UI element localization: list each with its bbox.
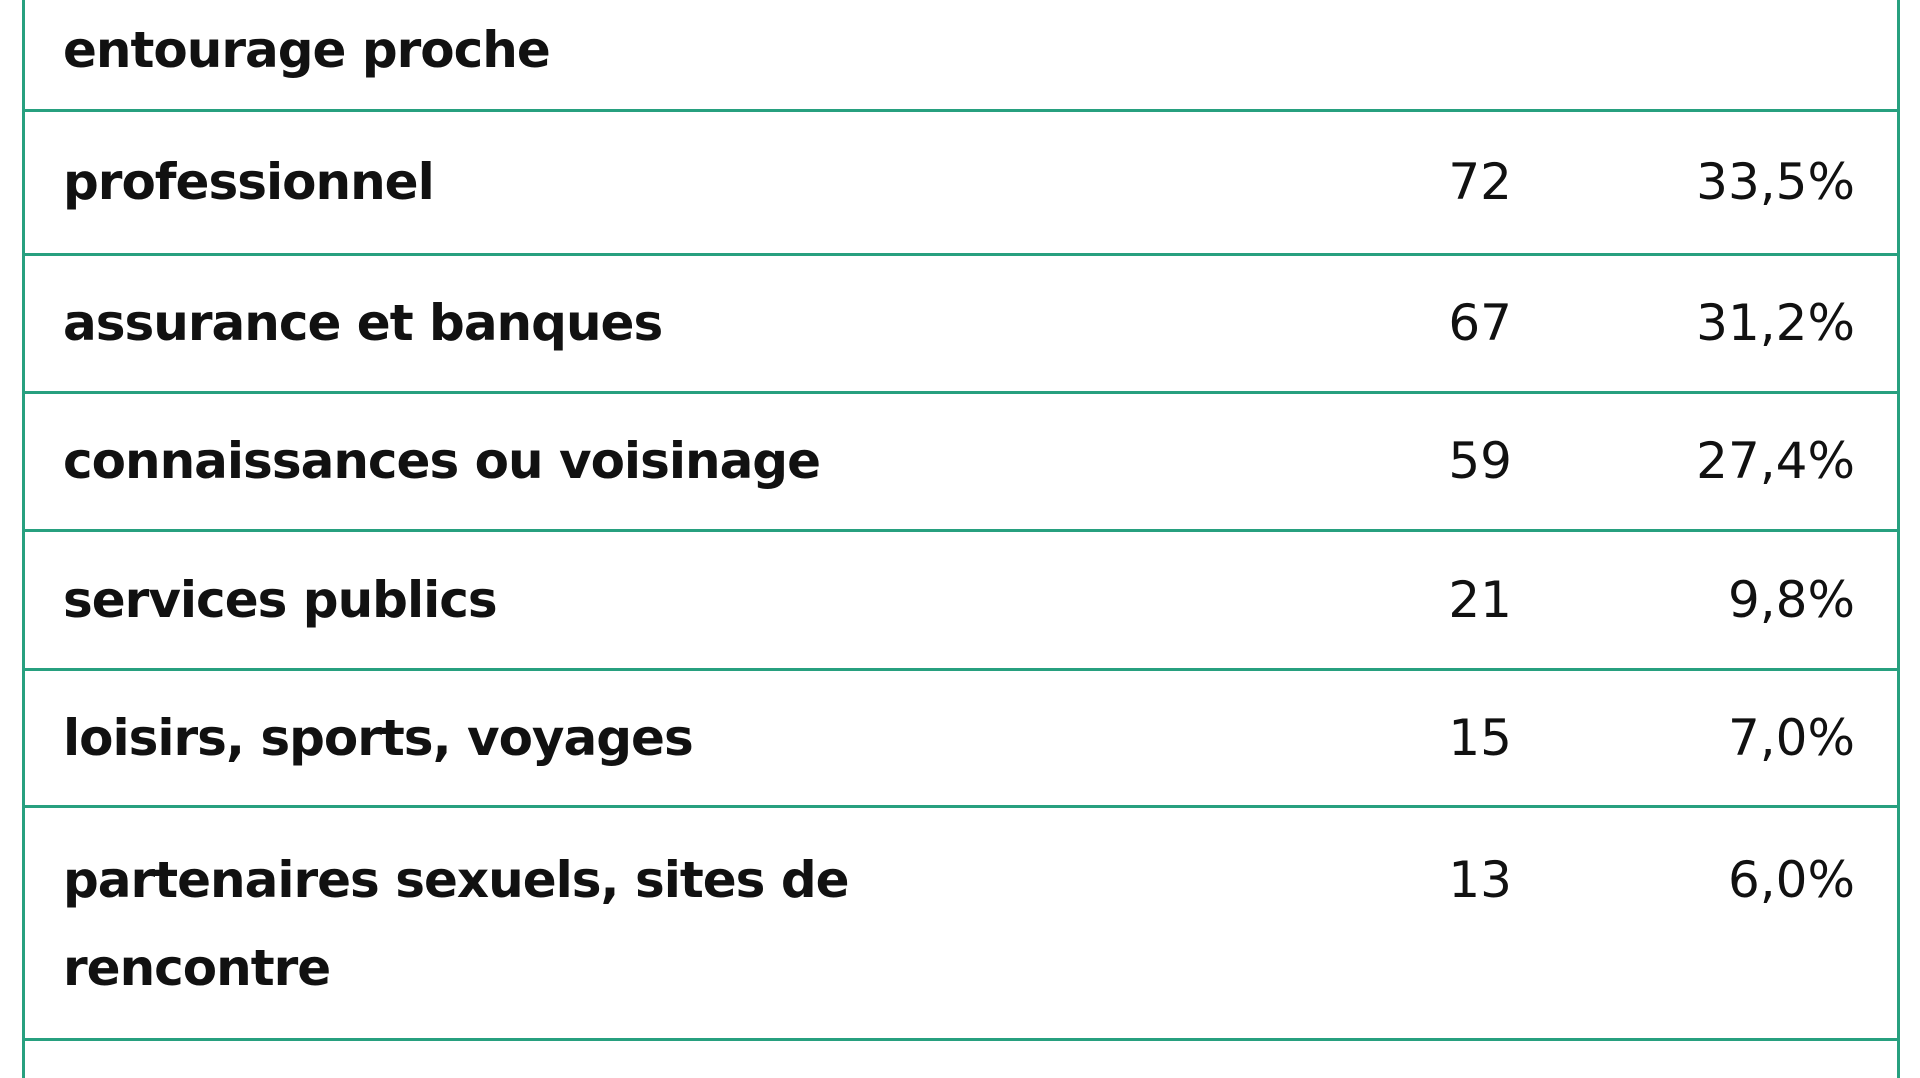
percent: 7,0% xyxy=(1727,708,1855,767)
percent: 6,0% xyxy=(1727,851,1855,909)
percent: 33,5% xyxy=(1696,153,1855,211)
row-border xyxy=(22,391,1900,394)
row-border xyxy=(22,805,1900,808)
row-border xyxy=(22,1038,1900,1041)
row-border xyxy=(22,529,1900,532)
count: 15 xyxy=(1448,708,1512,767)
count: 72 xyxy=(1448,153,1512,211)
row-label: services publics xyxy=(63,570,498,629)
count: 59 xyxy=(1448,432,1512,490)
row-label: entourage proche xyxy=(63,21,551,79)
percent: 27,4% xyxy=(1696,432,1855,490)
row-label: connaissances ou voisinage xyxy=(63,432,821,490)
count: 13 xyxy=(1448,851,1512,909)
percent: 9,8% xyxy=(1727,570,1855,629)
count: 67 xyxy=(1448,294,1512,352)
row-label: partenaires sexuels, sites de rencontre xyxy=(63,851,850,997)
row-label: assurance et banques xyxy=(63,294,663,352)
row-border xyxy=(22,109,1900,112)
row-border xyxy=(22,253,1900,256)
row-border xyxy=(22,668,1900,671)
table-border xyxy=(22,0,25,1078)
percent: 31,2% xyxy=(1696,294,1855,352)
table-border xyxy=(1897,0,1900,1078)
row-label: loisirs, sports, voyages xyxy=(63,708,694,767)
count: 21 xyxy=(1448,570,1512,629)
row-label: professionnel xyxy=(63,153,435,211)
